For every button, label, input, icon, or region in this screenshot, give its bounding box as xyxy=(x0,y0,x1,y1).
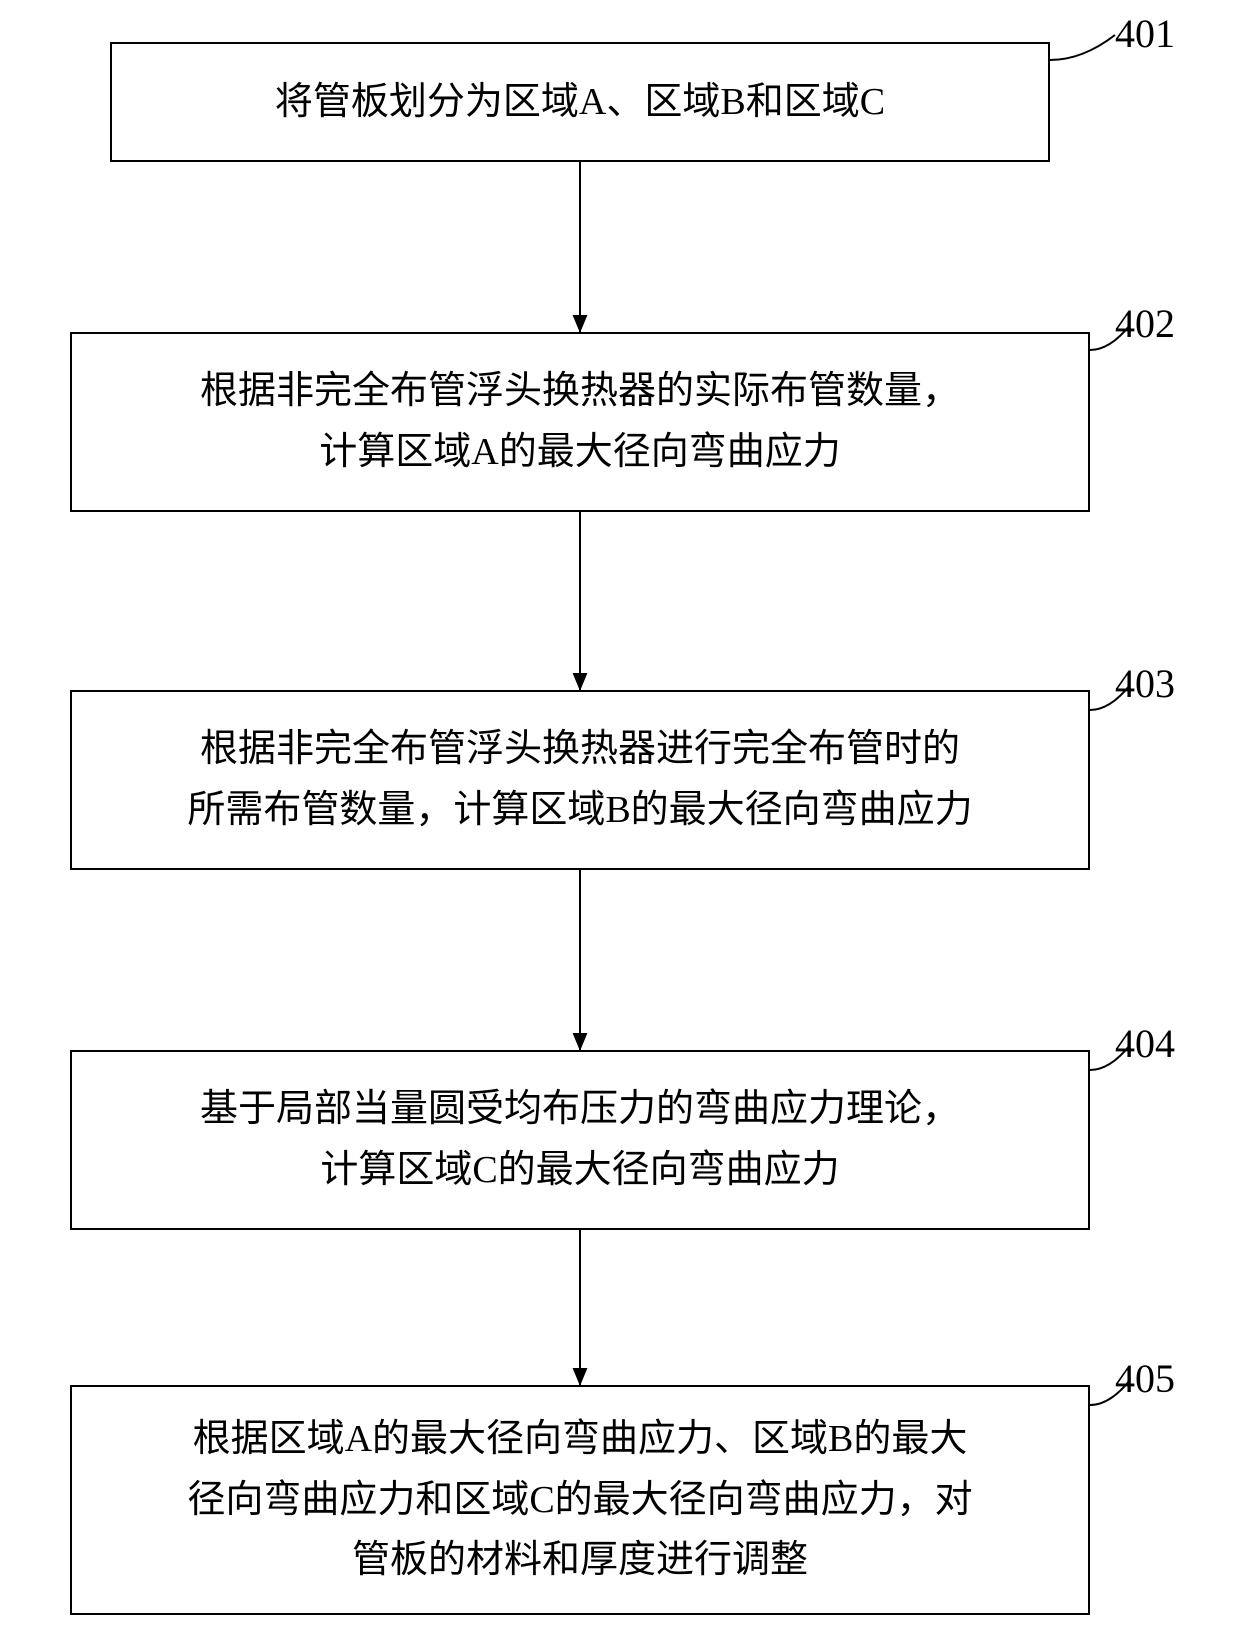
flowchart-step-text: 基于局部当量圆受均布压力的弯曲应力理论， 计算区域C的最大径向弯曲应力 xyxy=(200,1079,960,1201)
flowchart-step-label-5: 405 xyxy=(1115,1355,1175,1402)
flowchart-step-4: 基于局部当量圆受均布压力的弯曲应力理论， 计算区域C的最大径向弯曲应力 xyxy=(70,1050,1090,1230)
flowchart-step-2: 根据非完全布管浮头换热器的实际布管数量， 计算区域A的最大径向弯曲应力 xyxy=(70,332,1090,512)
flowchart-step-text: 根据非完全布管浮头换热器进行完全布管时的 所需布管数量，计算区域B的最大径向弯曲… xyxy=(187,719,972,841)
flowchart-step-label-4: 404 xyxy=(1115,1020,1175,1067)
flowchart-step-label-1: 401 xyxy=(1115,10,1175,57)
step-leader-line xyxy=(1050,35,1115,60)
flowchart-step-5: 根据区域A的最大径向弯曲应力、区域B的最大 径向弯曲应力和区域C的最大径向弯曲应… xyxy=(70,1385,1090,1615)
flowchart-step-text: 根据非完全布管浮头换热器的实际布管数量， 计算区域A的最大径向弯曲应力 xyxy=(200,361,960,483)
flowchart-step-text: 将管板划分为区域A、区域B和区域C xyxy=(275,72,885,133)
flowchart-step-text: 根据区域A的最大径向弯曲应力、区域B的最大 径向弯曲应力和区域C的最大径向弯曲应… xyxy=(187,1409,972,1591)
flowchart-canvas: 将管板划分为区域A、区域B和区域C 401 根据非完全布管浮头换热器的实际布管数量，… xyxy=(0,0,1243,1631)
flowchart-step-label-3: 403 xyxy=(1115,660,1175,707)
flowchart-step-label-2: 402 xyxy=(1115,300,1175,347)
flowchart-step-3: 根据非完全布管浮头换热器进行完全布管时的 所需布管数量，计算区域B的最大径向弯曲… xyxy=(70,690,1090,870)
flowchart-step-1: 将管板划分为区域A、区域B和区域C xyxy=(110,42,1050,162)
